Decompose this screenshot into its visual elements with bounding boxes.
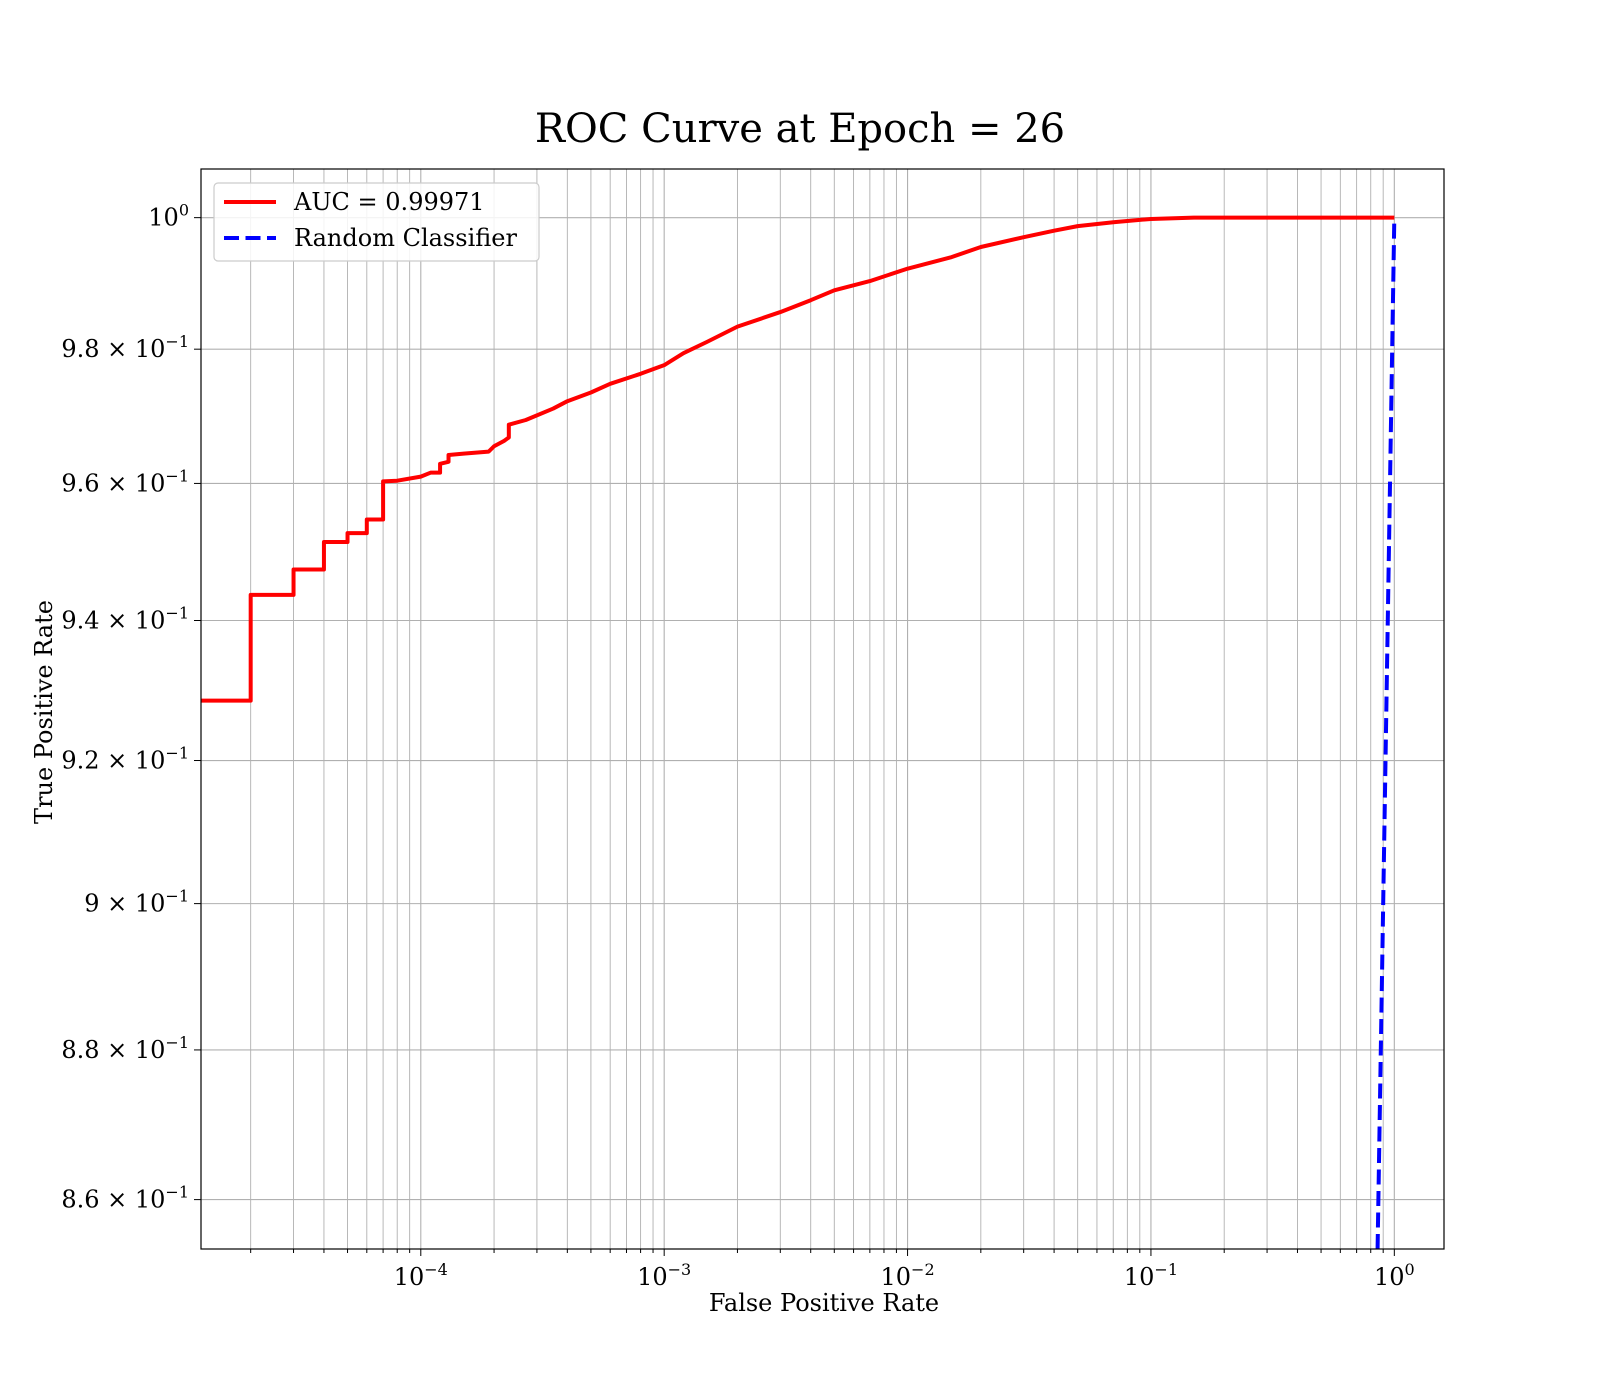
y-tick-label: 9.4 × 10−1 — [61, 603, 189, 634]
x-tick-labels: 10−4 10−3 10−2 10−1 100 — [394, 1260, 1415, 1291]
legend: AUC = 0.99971 Random Classifier — [213, 182, 540, 262]
y-tick-label: 9 × 10−1 — [84, 887, 189, 918]
y-axis-label: True Positive Rate — [30, 600, 58, 824]
legend-label: AUC = 0.99971 — [293, 188, 485, 216]
x-tick-label: 10−2 — [880, 1260, 934, 1291]
x-tick-label: 100 — [1374, 1260, 1415, 1291]
y-tick-label: 9.8 × 10−1 — [61, 332, 189, 363]
y-tick-labels: 100 9.8 × 10−1 9.6 × 10−1 9.4 × 10−1 9.2 × 1… — [61, 201, 189, 1214]
y-tick-label: 100 — [148, 201, 189, 232]
grid-lines — [194, 169, 1444, 1256]
x-axis-label: False Positive Rate — [709, 1289, 939, 1317]
y-tick-label: 9.2 × 10−1 — [61, 744, 189, 775]
series-layer — [201, 215, 1397, 1249]
legend-box — [213, 182, 540, 262]
series-line-1 — [201, 215, 1395, 703]
x-tick-label: 10−4 — [394, 1260, 448, 1291]
legend-label: Random Classifier — [294, 224, 517, 252]
series-line-2 — [1375, 217, 1397, 1249]
plot-frame — [200, 168, 1445, 1250]
y-tick-label: 9.6 × 10−1 — [61, 466, 189, 497]
chart-title: ROC Curve at Epoch = 26 — [535, 106, 1065, 152]
x-tick-label: 10−1 — [1124, 1260, 1178, 1291]
x-tick-label: 10−3 — [637, 1260, 691, 1291]
y-tick-label: 8.6 × 10−1 — [61, 1183, 189, 1214]
y-tick-label: 8.8 × 10−1 — [61, 1033, 189, 1064]
